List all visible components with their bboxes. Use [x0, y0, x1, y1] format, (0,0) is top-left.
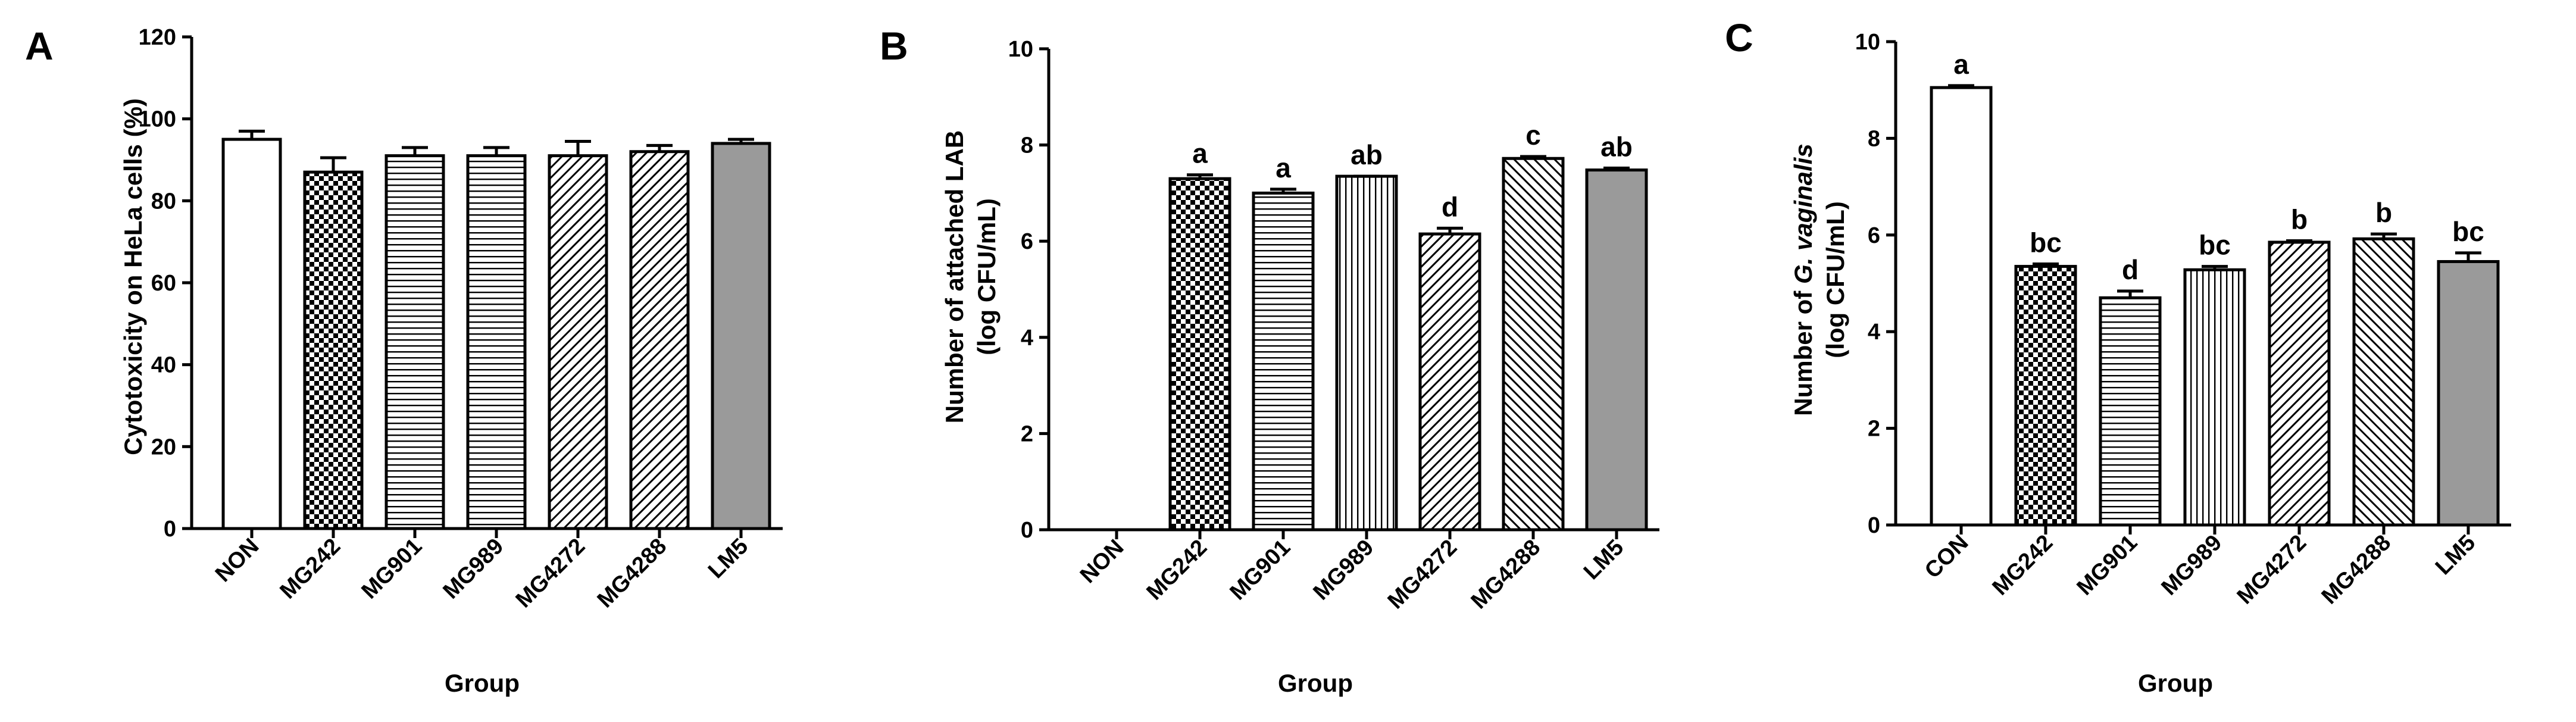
chart-b-sig-label-mg4288: c — [1525, 120, 1541, 151]
chart-a-category-label-mg242: MG242 — [276, 534, 346, 604]
chart-c-xlabel: Group — [2138, 669, 2213, 697]
chart-a-category-label-mg989: MG989 — [439, 534, 509, 604]
chart-b-category-label-non: NON — [1076, 535, 1128, 588]
chart-a-plot: 0 20 40 60 80 100 120 NON MG242 MG901 MG989 MG4272 M… — [139, 25, 783, 612]
chart-b-plot: 0 2 4 6 8 10 NON a MG242 a MG901 ab MG989 d MG4272 c MG4… — [1008, 37, 1659, 614]
chart-c-bar-mg242 — [2014, 265, 2077, 527]
chart-a-bar-mg4288 — [629, 150, 690, 530]
chart-b-sig-label-mg242: a — [1192, 138, 1208, 169]
chart-a-xlabel: Group — [445, 669, 520, 697]
chart-a-bar-mg4272 — [548, 154, 608, 530]
chart-b-bar-lm5 — [1585, 168, 1648, 532]
chart-c-ylabel-italic: G. vaginalis — [1789, 143, 1817, 284]
chart-c-sig-label-mg901: d — [2122, 254, 2139, 285]
chart-a-bar-mg901 — [384, 154, 445, 530]
chart-c-plot: 0 2 4 6 8 10 a CON bc MG242 d MG901 bc MG989 b MG4272 b M… — [1855, 30, 2511, 609]
chart-b-sig-label-mg901: a — [1276, 152, 1291, 183]
chart-a-category-label-non: NON — [211, 534, 264, 587]
chart-c-ytick-label: 4 — [1868, 320, 1880, 345]
chart-c-ytick-label: 8 — [1868, 126, 1880, 151]
chart-b-ytick-label: 0 — [1021, 518, 1033, 543]
panel-letter-c: C — [1725, 15, 1753, 60]
chart-b-ytick-label: 6 — [1021, 229, 1033, 254]
chart-a-category-label-mg901: MG901 — [357, 534, 427, 604]
chart-c-bar-mg989 — [2183, 268, 2246, 527]
chart-c-sig-label-mg242: bc — [2030, 227, 2062, 258]
chart-b-category-label-mg4288: MG4288 — [1467, 535, 1546, 614]
chart-c-bar-mg4272 — [2268, 240, 2331, 527]
chart-b-xlabel: Group — [1278, 669, 1353, 697]
chart-c-category-label-mg901: MG901 — [2072, 530, 2143, 601]
chart-a-bar-mg242 — [303, 170, 364, 530]
chart-b-ylabel-line1: Number of attached LAB — [940, 130, 968, 423]
chart-c-bar-mg4288 — [2352, 237, 2415, 527]
chart-a-ytick-label: 40 — [151, 353, 176, 378]
chart-a-bar-lm5 — [711, 142, 771, 530]
chart-b-category-label-lm5: LM5 — [1579, 535, 1628, 585]
chart-b-bar-mg989 — [1335, 174, 1398, 532]
panel-letter-b: B — [880, 24, 908, 68]
chart-b-category-label-mg4272: MG4272 — [1383, 535, 1462, 614]
chart-c-bar-con — [1930, 86, 1993, 527]
chart-a-ytick-label: 20 — [151, 435, 176, 460]
chart-a-category-label-mg4272: MG4272 — [511, 534, 590, 613]
chart-c-ylabel-line2: (log CFU/mL) — [1821, 201, 1849, 358]
chart-c-category-label-mg989: MG989 — [2157, 530, 2227, 601]
chart-c-ytick-label: 6 — [1868, 223, 1880, 248]
chart-b-sig-label-mg4272: d — [1442, 191, 1458, 222]
chart-b-ytick-label: 10 — [1008, 37, 1033, 62]
chart-b-category-label-mg242: MG242 — [1142, 535, 1212, 605]
chart-b-category-label-mg989: MG989 — [1309, 535, 1379, 605]
chart-c-ytick-label: 2 — [1868, 417, 1880, 442]
chart-c-sig-label-lm5: bc — [2452, 216, 2484, 247]
chart-c-bar-lm5 — [2437, 260, 2500, 527]
chart-c-category-label-mg242: MG242 — [1988, 530, 2058, 601]
chart-a-bar-mg989 — [466, 154, 527, 530]
chart-b-bar-mg242 — [1168, 177, 1231, 532]
chart-c-sig-label-mg989: bc — [2199, 230, 2231, 261]
chart-a-ytick-label: 0 — [164, 517, 176, 542]
chart-c-sig-label-con: a — [1953, 49, 1969, 80]
chart-c-ylabel-plain: Number of — [1789, 284, 1817, 416]
chart-c-ytick-label: 10 — [1855, 30, 1880, 55]
chart-a-ytick-label: 80 — [151, 189, 176, 214]
chart-c-category-label-con: CON — [1920, 530, 1973, 583]
chart-a-ylabel: Cytotoxicity on HeLa cells (%) — [119, 98, 147, 455]
chart-b-bar-mg901 — [1252, 191, 1315, 532]
chart-a-bar-non — [221, 137, 282, 530]
chart-b-bar-mg4288 — [1502, 157, 1565, 532]
chart-a-ytick-label: 100 — [139, 107, 176, 132]
chart-b-bar-mg4272 — [1418, 232, 1481, 532]
chart-c-bar-mg901 — [2099, 296, 2162, 527]
chart-c-category-label-mg4272: MG4272 — [2233, 530, 2312, 610]
chart-b-sig-label-lm5: ab — [1600, 131, 1633, 162]
chart-a-category-label-lm5: LM5 — [704, 534, 753, 583]
panel-letter-a: A — [25, 24, 54, 68]
chart-c-category-label-lm5: LM5 — [2431, 530, 2480, 580]
chart-c-ylabel-line1: Number of G. vaginalis — [1789, 143, 1817, 415]
chart-a-ytick-label: 120 — [139, 25, 176, 50]
chart-c-sig-label-mg4288: b — [2375, 197, 2392, 228]
chart-c-category-label-mg4288: MG4288 — [2317, 530, 2396, 610]
chart-b-ylabel-line2: (log CFU/mL) — [973, 198, 1001, 355]
chart-b-category-label-mg901: MG901 — [1226, 535, 1296, 605]
chart-b-ytick-label: 8 — [1021, 133, 1033, 158]
chart-c-ytick-label: 0 — [1868, 513, 1880, 538]
chart-a-category-label-mg4288: MG4288 — [593, 534, 672, 613]
chart-b-sig-label-mg989: ab — [1350, 139, 1383, 170]
chart-c-sig-label-mg4272: b — [2291, 204, 2308, 235]
chart-b-ytick-label: 2 — [1021, 421, 1033, 446]
chart-b-ytick-label: 4 — [1021, 326, 1033, 351]
chart-a-ytick-label: 60 — [151, 271, 176, 296]
